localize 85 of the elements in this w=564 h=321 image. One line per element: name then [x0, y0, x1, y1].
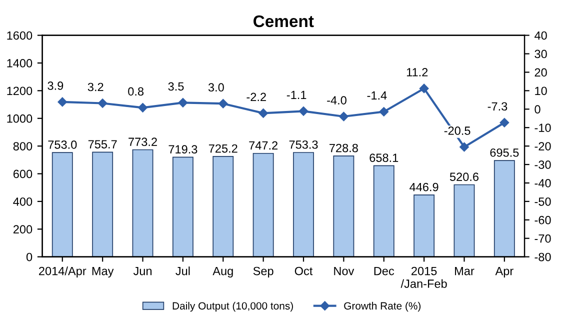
data-label: 3.5	[168, 82, 184, 91]
data-label: 719.3	[168, 145, 198, 154]
legend-label: Growth Rate (%)	[344, 302, 421, 312]
data-label: 0.8	[128, 87, 144, 96]
data-label: -4.0	[327, 96, 346, 104]
x-tick-label: Jul	[176, 266, 190, 276]
data-label: 753.3	[289, 140, 318, 149]
data-label: 658.1	[370, 154, 398, 162]
point	[258, 108, 268, 118]
data-label: 3.2	[88, 82, 104, 92]
data-label: 3.0	[208, 83, 224, 92]
y2-tick-label: 30	[534, 50, 547, 58]
chart-title: Cement	[254, 15, 314, 28]
point	[419, 84, 429, 94]
data-label: -2.2	[246, 92, 266, 102]
data-label: 11.2	[406, 68, 428, 76]
data-label: 3.9	[48, 82, 64, 90]
y2-tick-label: 20	[534, 68, 547, 77]
point	[98, 98, 108, 108]
y-tick-label: 0	[26, 252, 32, 262]
x-tick-label: Jun	[133, 266, 152, 276]
x-tick-label: Oct	[294, 266, 313, 276]
bar	[454, 184, 475, 257]
data-label: -7.3	[488, 102, 508, 111]
point	[500, 118, 510, 128]
y-tick-label: 1000	[7, 114, 32, 123]
bar	[132, 149, 154, 257]
bar	[333, 155, 354, 257]
data-label: -1.4	[367, 91, 387, 100]
data-label: 755.7	[88, 140, 117, 148]
bar	[414, 194, 435, 257]
point	[460, 142, 469, 152]
bar	[52, 152, 73, 257]
bar	[293, 152, 314, 257]
x-tick-label: May	[92, 266, 114, 278]
x-tick-label: Dec	[374, 266, 394, 276]
data-label: 728.8	[330, 144, 358, 152]
y2-tick-label: -70	[534, 234, 551, 243]
y-tick-label: 600	[13, 170, 32, 178]
x-tick-label: Sep	[253, 266, 274, 278]
bar	[494, 160, 515, 257]
legend-label: Daily Output (10,000 tons)	[172, 302, 293, 312]
point	[379, 107, 388, 116]
data-label: -1.1	[286, 90, 306, 99]
data-label: 773.2	[128, 138, 157, 146]
y2-tick-label: -60	[534, 216, 551, 224]
data-label: 747.2	[249, 141, 278, 150]
y2-tick-label: -20	[534, 142, 551, 150]
data-label: -20.5	[444, 126, 470, 135]
x-tick-label: Nov	[334, 266, 354, 276]
point	[178, 98, 188, 108]
y-tick-label: 1200	[7, 86, 32, 96]
data-label: 725.2	[208, 144, 238, 153]
bar	[92, 152, 114, 257]
point	[138, 103, 148, 112]
y-tick-label: 1400	[7, 59, 32, 68]
point	[339, 112, 348, 122]
x-tick-label: Aug	[212, 266, 233, 278]
y2-tick-label: 10	[535, 86, 547, 96]
point	[218, 98, 228, 108]
y-tick-label: 400	[13, 197, 32, 206]
y2-tick-label: 40	[534, 31, 547, 40]
y-tick-label: 800	[13, 142, 32, 150]
bar	[373, 165, 394, 257]
y-tick-label: 200	[13, 225, 32, 234]
y2-tick-label: -30	[534, 160, 551, 169]
point	[58, 97, 68, 107]
y2-tick-label: 0	[534, 105, 540, 114]
point	[298, 106, 308, 116]
bar	[172, 156, 194, 257]
data-label: 753.0	[48, 140, 77, 149]
x-tick-label: Apr	[495, 266, 514, 278]
bar	[252, 152, 274, 257]
x-tick-label: 2014/Apr	[39, 266, 86, 278]
data-label: 446.9	[410, 182, 438, 192]
data-label: 520.6	[450, 172, 478, 182]
data-label: 695.5	[490, 148, 519, 157]
bar	[212, 156, 234, 257]
x-tick-label: Mar	[455, 266, 474, 276]
y2-tick-label: -40	[534, 179, 551, 188]
y2-tick-label: -80	[534, 252, 551, 262]
y-tick-label: 1600	[7, 31, 32, 40]
x-tick-label: 2015 /Jan-Feb	[400, 266, 447, 288]
y2-tick-label: -10	[534, 124, 551, 132]
y2-tick-label: -50	[534, 197, 551, 206]
